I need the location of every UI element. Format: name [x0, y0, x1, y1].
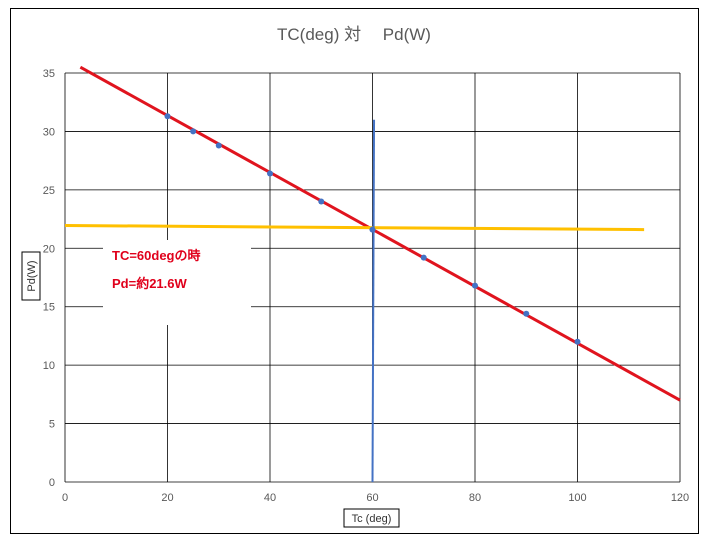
y-axis-title: Pd(W) [21, 251, 41, 301]
y-tick-label: 10 [43, 360, 55, 372]
data-points [164, 113, 581, 345]
y-tick-label: 15 [43, 302, 55, 314]
svg-text:Tc (deg): Tc (deg) [352, 513, 392, 525]
vertical-marker-line [371, 119, 376, 483]
y-tick-label: 30 [43, 126, 55, 138]
data-point [420, 254, 427, 261]
data-point [215, 142, 222, 149]
svg-text:Pd(W): Pd(W) [26, 260, 38, 291]
data-point [523, 310, 530, 317]
y-tick-label: 5 [49, 419, 55, 431]
x-tick-label: 0 [62, 492, 68, 504]
y-tick-label: 25 [43, 185, 55, 197]
data-point [369, 226, 376, 233]
x-tick-label: 120 [671, 492, 689, 504]
y-tick-label: 0 [49, 477, 55, 489]
tick-labels: 0 5 10 15 20 25 30 35 0 20 40 60 80 100 120 [43, 68, 689, 504]
trend-line [79, 65, 681, 402]
data-point [318, 198, 325, 205]
y-tick-label: 35 [43, 68, 55, 80]
horizontal-marker-line [64, 223, 645, 232]
x-tick-label: 40 [264, 492, 276, 504]
x-tick-label: 20 [161, 492, 173, 504]
chart-title: TC(deg) 対 Pd(W) [277, 25, 431, 44]
y-tick-label: 20 [43, 243, 55, 255]
data-point [472, 282, 478, 289]
data-point [267, 170, 273, 177]
annotation-box: TC=60degの時 Pd=約21.6W [103, 240, 251, 325]
data-point [164, 113, 171, 120]
data-point [190, 128, 197, 135]
x-tick-label: 60 [366, 492, 378, 504]
plot-lines [64, 65, 681, 483]
annotation-line-1: TC=60degの時 [112, 248, 201, 263]
annotation-line-2: Pd=約21.6W [112, 276, 188, 291]
data-point [574, 338, 581, 345]
x-tick-label: 80 [469, 492, 481, 504]
x-tick-label: 100 [568, 492, 586, 504]
x-axis-title: Tc (deg) [343, 508, 400, 528]
